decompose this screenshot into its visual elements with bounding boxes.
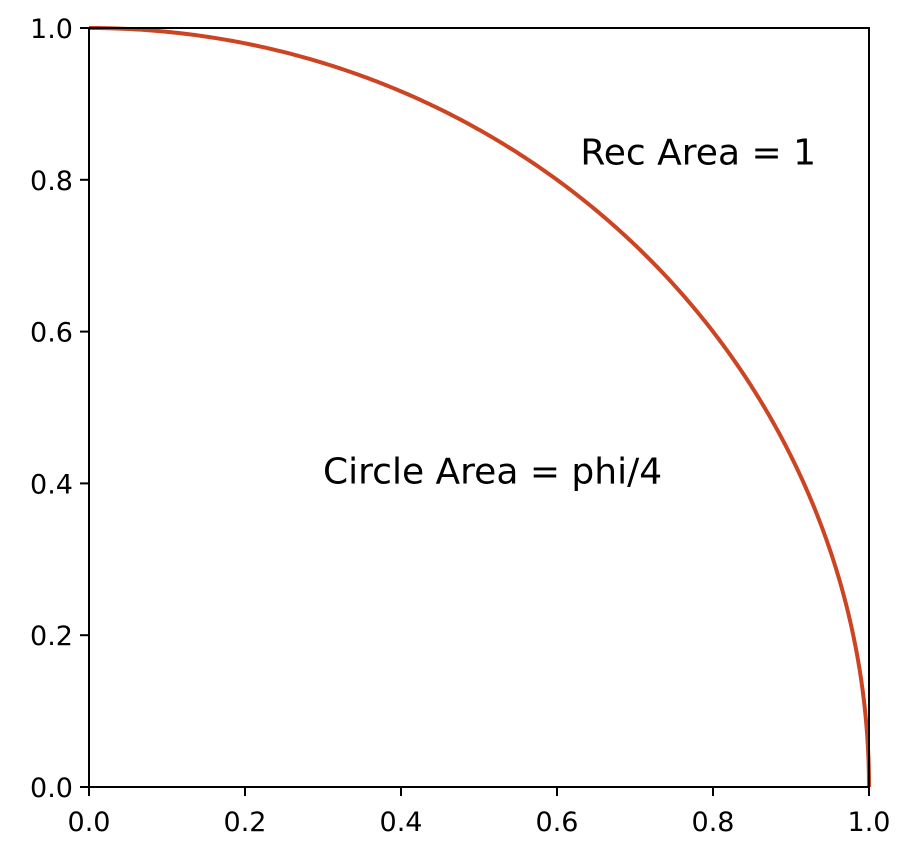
series-layer: [88, 26, 871, 788]
x-tick-label: 1.0: [848, 807, 891, 838]
x-tick-label: 0.0: [68, 807, 111, 838]
x-tick-label: 0.2: [224, 807, 267, 838]
y-tick-label: 0.8: [30, 166, 73, 197]
y-tick-label: 0.2: [30, 621, 73, 652]
x-tick-label: 0.8: [692, 807, 735, 838]
quarter-circle-line: [88, 26, 871, 788]
y-tick-label: 0.0: [30, 773, 73, 804]
y-tick-label: 0.6: [30, 318, 73, 349]
x-tick-label: 0.4: [380, 807, 423, 838]
y-tick-label: 0.4: [30, 469, 73, 500]
x-tick-label: 0.6: [536, 807, 579, 838]
axis-ticks: 0.0 0.2 0.4 0.6 0.8 1.0 0.0 0.2 0.4 0.6 0.8 1.0: [30, 14, 890, 838]
plot-frame: [88, 27, 870, 788]
rec-area-annotation: Rec Area = 1: [580, 133, 816, 174]
annotations: Rec Area = 1 Circle Area = phi/4: [323, 133, 816, 493]
y-tick-label: 1.0: [30, 14, 73, 45]
circle-area-annotation: Circle Area = phi/4: [323, 451, 662, 492]
